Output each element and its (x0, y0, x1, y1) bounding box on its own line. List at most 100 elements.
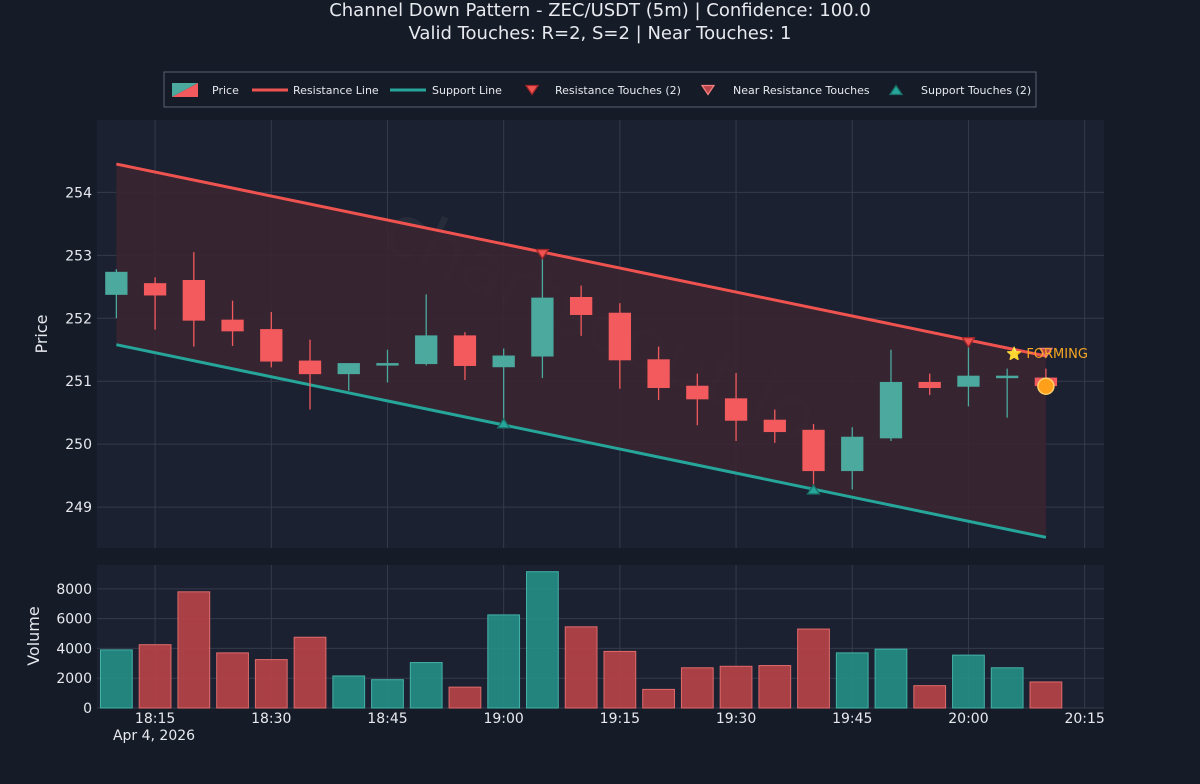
time-tick-label: 20:00 (948, 711, 988, 727)
volume-bar[interactable] (1029, 681, 1063, 709)
legend-price-swatch-down (172, 83, 198, 97)
price-tick-label: 254 (65, 185, 92, 201)
candle-body[interactable] (647, 359, 670, 388)
price-tick-label: 250 (65, 437, 92, 453)
volume-bar[interactable] (564, 626, 598, 709)
legend-item-label[interactable]: Near Resistance Touches (733, 84, 870, 97)
volume-bar[interactable] (371, 679, 404, 709)
candle-body[interactable] (763, 419, 786, 433)
time-tick-label: 18:30 (251, 711, 291, 727)
legend[interactable]: Price Resistance Line Support Line Resistan… (163, 71, 1037, 108)
volume-bar[interactable] (642, 688, 675, 709)
candle-body[interactable] (376, 363, 399, 366)
legend-item-label[interactable]: Support Touches (2) (921, 84, 1031, 97)
support-touch-marker (806, 483, 821, 495)
volume-tick-label: 6000 (56, 612, 92, 628)
forming-annotation: ⭐ FORMING (1006, 346, 1088, 362)
candle-body[interactable] (802, 429, 825, 472)
volume-axis-label: Volume (24, 606, 43, 666)
candle-body[interactable] (724, 398, 748, 421)
time-tick-label: 19:00 (483, 711, 523, 727)
price-tick-label: 252 (65, 311, 92, 327)
volume-bar[interactable] (874, 648, 908, 709)
support-line (116, 343, 1047, 539)
legend-item-label[interactable]: Support Line (432, 84, 502, 97)
volume-bar[interactable] (680, 667, 714, 709)
volume-bar[interactable] (487, 614, 521, 709)
volume-bar[interactable] (216, 652, 249, 709)
volume-bar[interactable] (409, 662, 443, 709)
resistance-line (116, 162, 1047, 358)
volume-bar[interactable] (99, 649, 133, 709)
candle-body[interactable] (182, 280, 205, 321)
volume-bar[interactable] (448, 686, 482, 709)
time-tick-label: 18:45 (367, 711, 407, 727)
legend-item-label[interactable]: Price (212, 84, 239, 97)
support-touch-marker (496, 417, 511, 429)
volume-bar[interactable] (332, 675, 366, 709)
volume-bar[interactable] (526, 571, 559, 709)
candle-body[interactable] (918, 381, 941, 388)
resistance-touch-marker (535, 248, 550, 260)
time-tick-label: 20:15 (1064, 711, 1104, 727)
volume-bar[interactable] (177, 591, 211, 709)
chart-title: Channel Down Pattern - ZEC/USDT (5m) | C… (329, 0, 871, 21)
volume-tick-label: 4000 (56, 641, 92, 657)
candle-body[interactable] (453, 335, 477, 366)
candle-body[interactable] (879, 381, 903, 439)
time-tick-label: 19:45 (832, 711, 872, 727)
volume-tick-label: 2000 (56, 671, 92, 687)
volume-bar[interactable] (254, 659, 288, 709)
time-tick-label: 19:15 (600, 711, 640, 727)
time-axis-date-label: Apr 4, 2026 (113, 728, 195, 744)
legend-item-label[interactable]: Resistance Touches (2) (555, 84, 681, 97)
candle-body[interactable] (298, 360, 322, 375)
candle-body[interactable] (337, 363, 360, 375)
candle-body[interactable] (260, 329, 283, 362)
candle-body[interactable] (957, 375, 980, 387)
candle-body[interactable] (569, 296, 593, 315)
volume-bar[interactable] (797, 628, 830, 709)
volume-bar[interactable] (603, 650, 637, 709)
legend-near-resistance-swatch (700, 84, 716, 96)
volume-bar[interactable] (952, 654, 985, 709)
price-axis-label: Price (32, 314, 51, 353)
volume-layer[interactable] (99, 571, 1063, 709)
volume-bar[interactable] (913, 685, 947, 709)
axes-layer: 18:15 18:30 18:45 19:00 19:15 19:30 19:45 20:00… (56, 185, 1104, 727)
candle-body[interactable] (143, 283, 167, 296)
volume-bar[interactable] (293, 636, 327, 709)
price-tick-label: 251 (65, 374, 92, 390)
candle-body[interactable] (531, 297, 554, 357)
legend-box (163, 71, 1037, 108)
time-tick-label: 19:30 (716, 711, 756, 727)
volume-tick-label: 0 (83, 701, 92, 717)
time-tick-label: 18:15 (135, 711, 175, 727)
candle-body[interactable] (608, 312, 632, 361)
legend-resistance-touch-swatch (524, 84, 540, 96)
near-resistance-touch-marker (1038, 347, 1054, 359)
volume-bar[interactable] (758, 665, 792, 709)
candle-body[interactable] (221, 319, 244, 332)
candle-body[interactable] (492, 355, 515, 368)
chart-subtitle: Valid Touches: R=2, S=2 | Near Touches: … (409, 23, 792, 44)
candle-body[interactable] (996, 375, 1019, 379)
volume-bar[interactable] (138, 644, 172, 709)
legend-item-label[interactable]: Resistance Line (293, 84, 379, 97)
volume-bar[interactable] (719, 665, 753, 709)
price-tick-label: 249 (65, 500, 92, 516)
forming-marker (1037, 377, 1055, 395)
candles-layer[interactable] (105, 252, 1058, 490)
candle-body[interactable] (105, 271, 128, 295)
candle-body[interactable] (841, 436, 864, 472)
price-tick-label: 253 (65, 248, 92, 264)
volume-bar[interactable] (990, 667, 1024, 709)
candle-body[interactable] (686, 385, 709, 400)
legend-support-touch-swatch (888, 84, 904, 96)
volume-tick-label: 8000 (56, 582, 92, 598)
candle-body[interactable] (415, 335, 438, 365)
volume-bar[interactable] (835, 652, 869, 709)
touch-markers-layer (496, 248, 1055, 495)
